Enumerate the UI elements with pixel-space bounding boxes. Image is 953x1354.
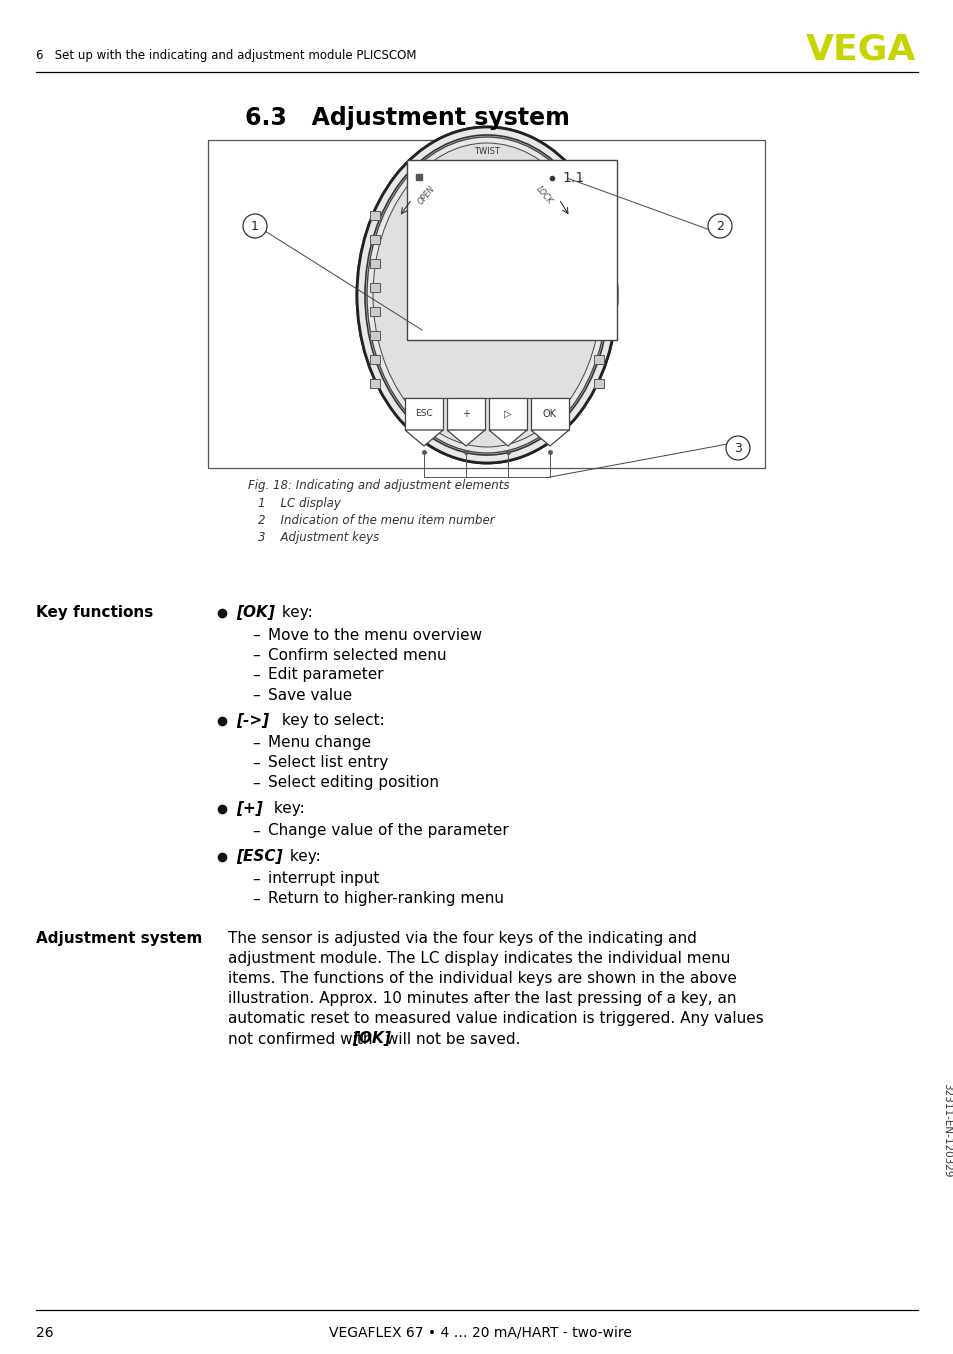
Text: key:: key: <box>269 802 304 816</box>
Text: items. The functions of the individual keys are shown in the above: items. The functions of the individual k… <box>228 972 736 987</box>
Bar <box>370 211 379 219</box>
Text: Confirm selected menu: Confirm selected menu <box>268 647 446 662</box>
Bar <box>370 379 379 389</box>
Text: 2    Indication of the menu item number: 2 Indication of the menu item number <box>257 513 494 527</box>
Circle shape <box>243 214 267 238</box>
Text: OK: OK <box>542 409 557 418</box>
Ellipse shape <box>373 144 600 447</box>
Text: –: – <box>252 891 259 906</box>
Bar <box>531 398 568 431</box>
Text: [OK]: [OK] <box>235 605 274 620</box>
Text: VEGA: VEGA <box>804 32 915 66</box>
Polygon shape <box>447 431 484 445</box>
Text: ESC: ESC <box>415 409 433 418</box>
Text: 32311-EN-120329: 32311-EN-120329 <box>941 1083 951 1177</box>
Bar <box>370 307 379 315</box>
Text: 1.1: 1.1 <box>562 171 584 185</box>
Ellipse shape <box>365 135 608 455</box>
Text: Select editing position: Select editing position <box>268 776 438 791</box>
Text: 2: 2 <box>716 219 723 233</box>
Bar <box>370 330 379 340</box>
Text: illustration. Approx. 10 minutes after the last pressing of a key, an: illustration. Approx. 10 minutes after t… <box>228 991 736 1006</box>
Text: interrupt input: interrupt input <box>268 872 379 887</box>
Text: 6.3   Adjustment system: 6.3 Adjustment system <box>245 106 569 130</box>
Bar <box>370 259 379 268</box>
Polygon shape <box>405 431 442 445</box>
Bar <box>594 283 603 292</box>
Text: –: – <box>252 823 259 838</box>
Bar <box>594 379 603 389</box>
Bar <box>370 283 379 292</box>
Ellipse shape <box>367 137 606 454</box>
Text: VEGAFLEX 67 • 4 … 20 mA/HART - two-wire: VEGAFLEX 67 • 4 … 20 mA/HART - two-wire <box>328 1326 631 1340</box>
Text: key:: key: <box>276 605 313 620</box>
Text: Key functions: Key functions <box>36 604 153 620</box>
Text: not confirmed with: not confirmed with <box>228 1032 377 1047</box>
Text: LOCK: LOCK <box>534 184 554 206</box>
Bar <box>447 398 484 431</box>
Bar <box>370 355 379 364</box>
Text: –: – <box>252 776 259 791</box>
Polygon shape <box>531 431 568 445</box>
Text: [+]: [+] <box>235 802 262 816</box>
Ellipse shape <box>356 127 617 463</box>
Bar <box>405 398 442 431</box>
Text: 6   Set up with the indicating and adjustment module PLICSCOM: 6 Set up with the indicating and adjustm… <box>36 49 416 61</box>
Text: 1    LC display: 1 LC display <box>257 497 340 509</box>
Bar <box>594 236 603 244</box>
Text: key:: key: <box>285 849 320 864</box>
Bar <box>370 236 379 244</box>
Text: 1: 1 <box>251 219 258 233</box>
Text: 3: 3 <box>733 441 741 455</box>
Text: Return to higher-ranking menu: Return to higher-ranking menu <box>268 891 503 906</box>
Bar <box>407 160 617 340</box>
Text: [OK]: [OK] <box>352 1032 391 1047</box>
Ellipse shape <box>371 141 602 450</box>
Text: ▷: ▷ <box>504 409 511 418</box>
Bar <box>208 139 764 468</box>
Text: Fig. 18: Indicating and adjustment elements: Fig. 18: Indicating and adjustment eleme… <box>248 478 509 492</box>
Bar <box>594 307 603 315</box>
Text: Edit parameter: Edit parameter <box>268 668 383 682</box>
Ellipse shape <box>356 127 617 463</box>
Text: automatic reset to measured value indication is triggered. Any values: automatic reset to measured value indica… <box>228 1011 763 1026</box>
Text: –: – <box>252 627 259 643</box>
Text: –: – <box>252 668 259 682</box>
Text: The sensor is adjusted via the four keys of the indicating and: The sensor is adjusted via the four keys… <box>228 932 696 946</box>
Circle shape <box>725 436 749 460</box>
Bar <box>594 330 603 340</box>
Text: –: – <box>252 756 259 770</box>
Text: [->]: [->] <box>235 714 269 728</box>
Text: +: + <box>461 409 470 418</box>
Text: [ESC]: [ESC] <box>235 849 282 864</box>
Text: Menu change: Menu change <box>268 735 371 750</box>
Text: Select list entry: Select list entry <box>268 756 388 770</box>
Text: Change value of the parameter: Change value of the parameter <box>268 823 508 838</box>
Text: key to select:: key to select: <box>276 714 384 728</box>
Text: OPEN: OPEN <box>416 184 436 206</box>
Polygon shape <box>489 431 526 445</box>
Text: will not be saved.: will not be saved. <box>381 1032 520 1047</box>
Bar <box>489 398 526 431</box>
Text: 3    Adjustment keys: 3 Adjustment keys <box>257 531 379 543</box>
Bar <box>594 259 603 268</box>
Text: –: – <box>252 872 259 887</box>
Text: –: – <box>252 735 259 750</box>
Text: 26: 26 <box>36 1326 53 1340</box>
Bar <box>594 355 603 364</box>
Text: –: – <box>252 688 259 703</box>
Text: adjustment module. The LC display indicates the individual menu: adjustment module. The LC display indica… <box>228 952 730 967</box>
Text: Adjustment system: Adjustment system <box>36 932 202 946</box>
Text: Move to the menu overview: Move to the menu overview <box>268 627 481 643</box>
Text: –: – <box>252 647 259 662</box>
Text: Save value: Save value <box>268 688 352 703</box>
Circle shape <box>707 214 731 238</box>
Bar <box>594 211 603 219</box>
Text: TWIST: TWIST <box>474 148 499 157</box>
